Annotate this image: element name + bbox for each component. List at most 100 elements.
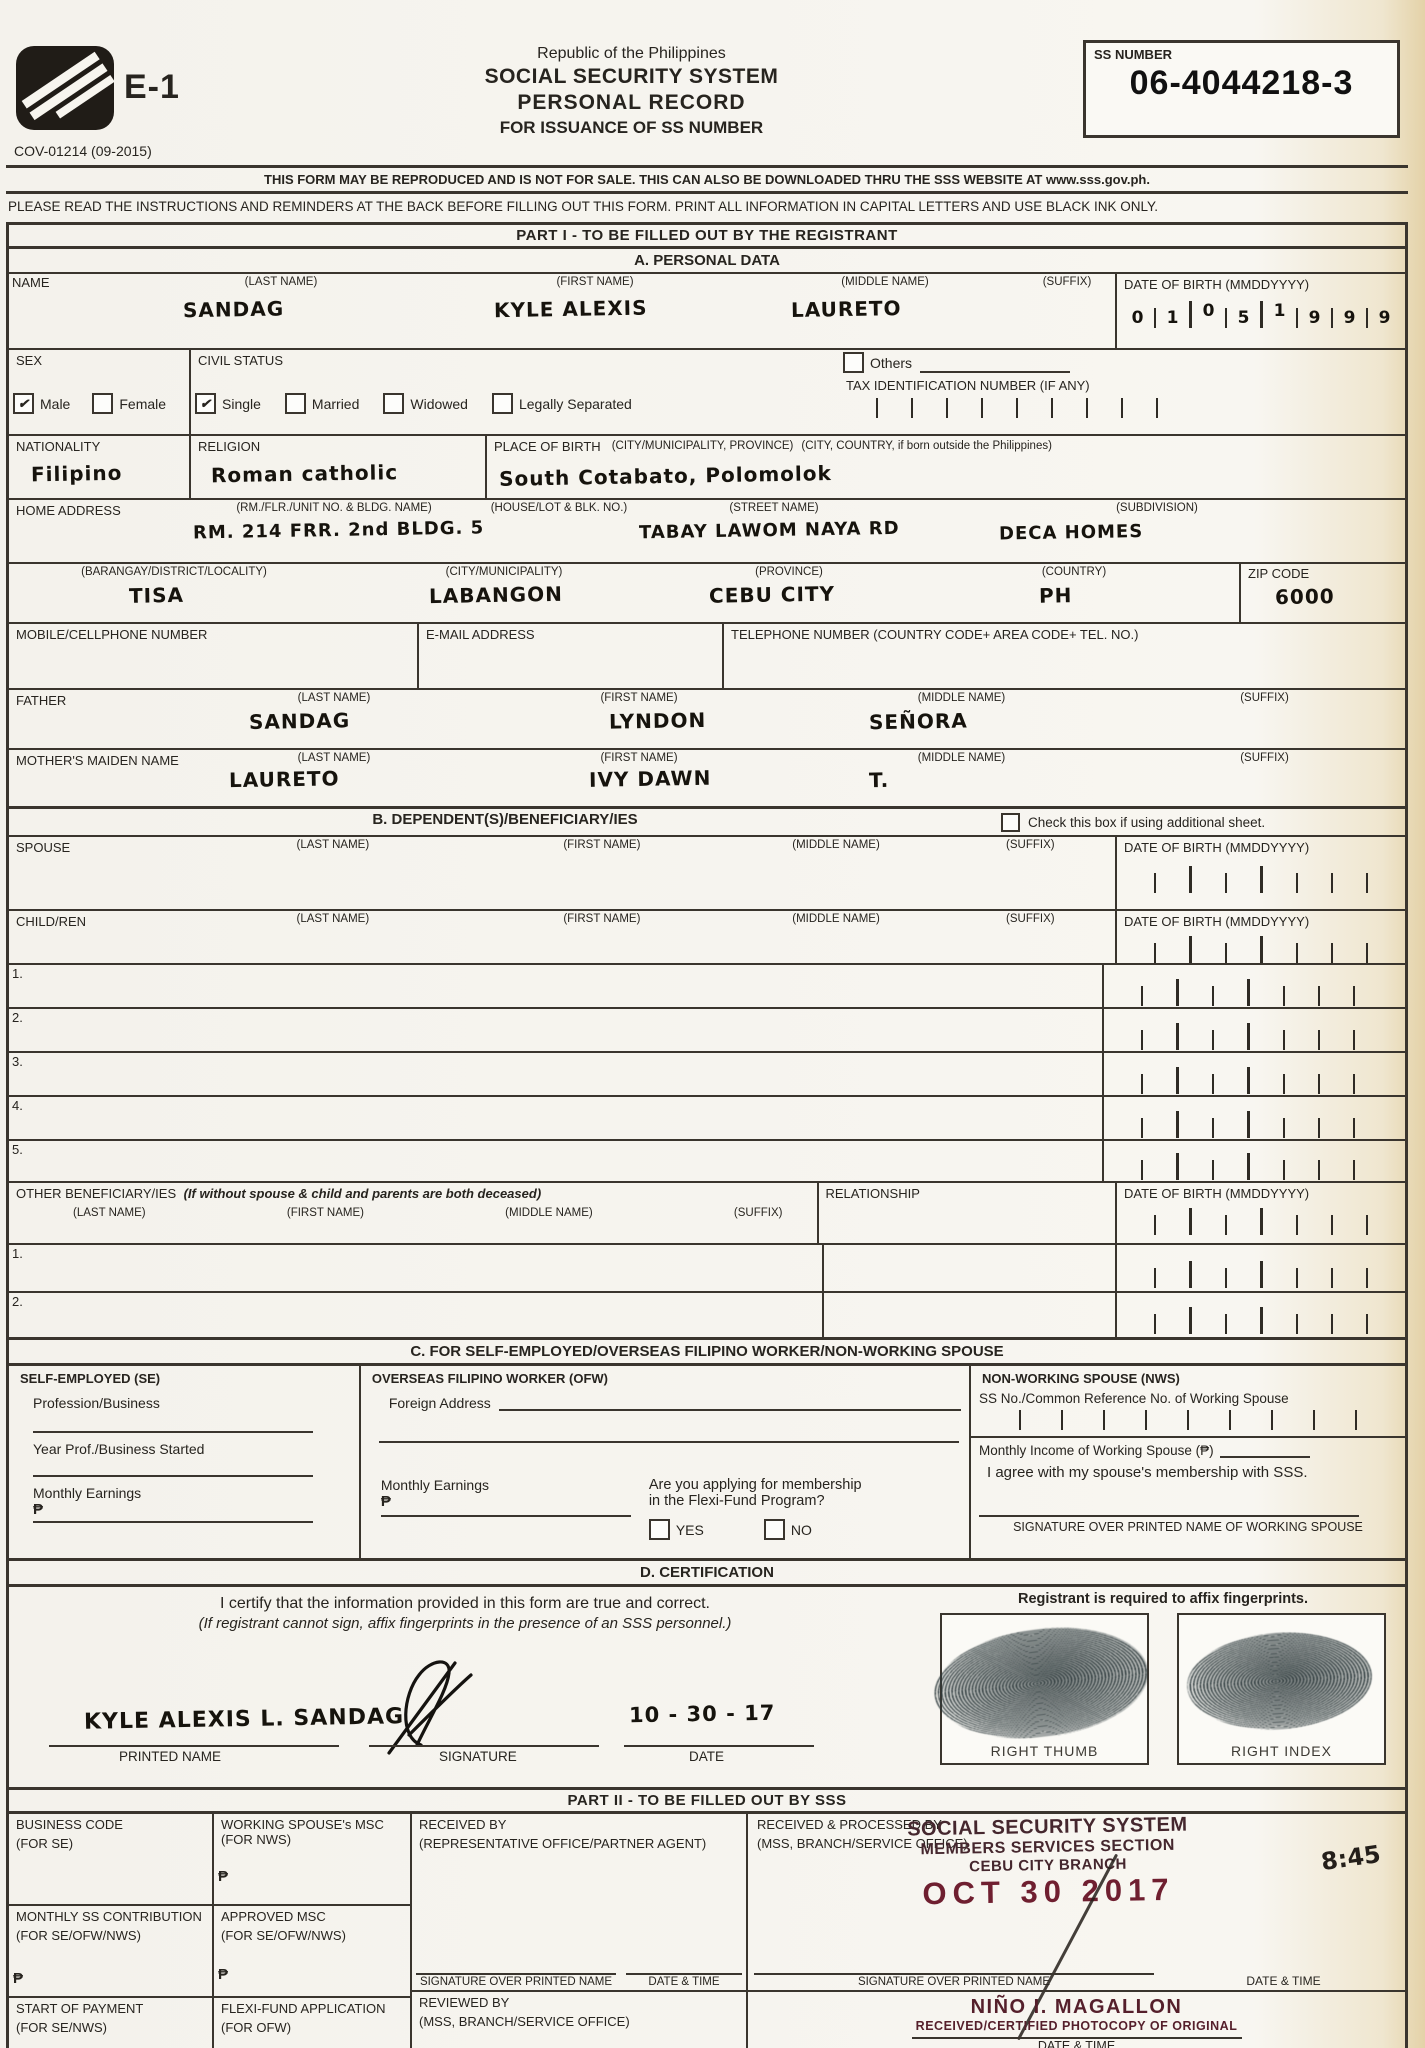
child-row-number: 4.: [12, 1098, 23, 1114]
cov-code: COV-01214 (09-2015): [14, 143, 152, 159]
sss-logo-icon: [14, 40, 118, 141]
se-peso: ₱: [33, 1501, 313, 1524]
ofw-monthly-label: Monthly Earnings: [380, 1477, 489, 1494]
single-checkbox: ✔: [195, 393, 216, 415]
ofw-address-line2: [378, 1439, 959, 1444]
spouse-dob-label: DATE OF BIRTH (MMDDYYYY): [1124, 840, 1310, 856]
ofw-peso: ₱: [380, 1493, 631, 1518]
mother-last-value: LAURETO: [228, 766, 340, 793]
telephone-label: TELEPHONE NUMBER (COUNTRY CODE+ AREA COD…: [731, 627, 1139, 643]
sex-label: SEX: [16, 353, 43, 369]
dob-digit: 9: [1296, 308, 1331, 329]
child-dob-comb: [1108, 1067, 1401, 1095]
right-index-box: RIGHT INDEX: [1177, 1613, 1386, 1766]
other-dob-comb: [1121, 1307, 1401, 1335]
unit-label: (RM./FLR./UNIT NO. & BLDG. NAME): [236, 502, 432, 515]
mother-first-value: IVY DAWN: [588, 765, 712, 793]
mother-last-label: (LAST NAME): [297, 752, 371, 765]
part2-col1: BUSINESS CODE (FOR SE) MONTHLY SS CONTRI…: [9, 1814, 212, 2048]
monthly-contribution-sub: (FOR SE/OFW/NWS): [16, 1928, 141, 1944]
flexi-fund-sub: (FOR OFW): [221, 2020, 292, 2036]
city-label: (CITY/MUNICIPALITY): [445, 566, 563, 579]
other-beneficiary-row: 1.: [9, 1243, 1405, 1292]
received-processed-label: RECEIVED & PROCESSED BY: [757, 1817, 942, 1833]
father-first-value: LYNDON: [608, 708, 707, 734]
se-year-line: [33, 1457, 313, 1478]
civil-status-label: CIVIL STATUS: [198, 353, 283, 369]
spouse-last-label: (LAST NAME): [296, 839, 370, 852]
zip-value: 6000: [1274, 584, 1335, 610]
widowed-label: Widowed: [410, 395, 468, 412]
child-row: 3.: [9, 1051, 1405, 1096]
father-first-label: (FIRST NAME): [600, 692, 678, 705]
start-of-payment-sub: (FOR SE/NWS): [16, 2020, 107, 2036]
rp-signature-line: [754, 1973, 1154, 1976]
child-dob-comb: [1108, 1023, 1401, 1051]
fingerprint-cell: Registrant is required to affix fingerpr…: [921, 1587, 1405, 1787]
father-row: FATHER (LAST NAME) SANDAG (FIRST NAME) L…: [9, 688, 1405, 748]
signature-scribble: [359, 1649, 489, 1759]
officer-stamp-cell: NIÑO I. MAGALLON RECEIVED/CERTIFIED PHOT…: [748, 1990, 1405, 2048]
section-a-title: A. PERSONAL DATA: [634, 252, 780, 270]
approved-msc-peso: ₱: [218, 1966, 229, 1984]
reviewed-by-label: REVIEWED BY: [419, 1995, 510, 2011]
religion-label: RELIGION: [198, 439, 261, 455]
se-profession-line: [33, 1411, 313, 1434]
other-dob-comb: [1121, 1208, 1401, 1236]
approved-msc-label: APPROVED MSC: [221, 1909, 326, 1925]
tin-comb: [843, 398, 1401, 419]
nws-title: NON-WORKING SPOUSE (NWS): [982, 1371, 1180, 1387]
nws-signature-line: [979, 1481, 1359, 1518]
civil-single-option: ✔ Single: [195, 393, 261, 415]
middle-name-value: LAURETO: [790, 296, 902, 323]
start-of-payment-label: START OF PAYMENT: [16, 2001, 144, 2017]
approved-msc-sub: (FOR SE/OFW/NWS): [221, 1928, 346, 1944]
houselot-label: (HOUSE/LOT & BLK. NO.): [490, 502, 628, 515]
other-dob-label: DATE OF BIRTH (MMDDYYYY): [1124, 1186, 1310, 1202]
others-checkbox: [843, 352, 864, 374]
certification-cell: I certify that the information provided …: [9, 1587, 921, 1787]
name-row: NAME (LAST NAME) SANDAG (FIRST NAME) KYL…: [9, 272, 1405, 349]
working-spouse-msc-peso: ₱: [218, 1868, 229, 1886]
email-label: E-MAIL ADDRESS: [426, 627, 535, 643]
married-checkbox: [284, 393, 306, 415]
contact-row: MOBILE/CELLPHONE NUMBER E-MAIL ADDRESS T…: [9, 622, 1405, 689]
first-name-label: (FIRST NAME): [556, 276, 634, 289]
recv-date-line: [626, 1973, 742, 1976]
right-index-label: RIGHT INDEX: [1231, 1743, 1332, 1760]
street-value: TABAY LAWOM NAYA RD: [638, 518, 900, 544]
check-icon: ✔: [18, 395, 29, 411]
republic-line: Republic of the Philippines: [537, 45, 726, 62]
dob-digit: 0: [1131, 308, 1144, 329]
home-address-label: HOME ADDRESS: [16, 503, 121, 519]
pob-sublabel: (CITY/MUNICIPALITY, PROVINCE): [611, 440, 794, 453]
father-suffix-label: (SUFFIX): [1240, 692, 1289, 705]
name-label: NAME: [12, 275, 50, 291]
officer-name-stamp: NIÑO I. MAGALLON: [970, 1996, 1183, 2019]
country-label: (COUNTRY): [1041, 566, 1107, 579]
received-processed-sub: (MSS, BRANCH/SERVICE OFFICE): [757, 1836, 968, 1852]
nws-income-line: [1219, 1442, 1310, 1459]
se-monthly-label: Monthly Earnings: [33, 1485, 142, 1502]
children-last-label: (LAST NAME): [296, 913, 370, 926]
form-header: E-1 COV-01214 (09-2015) Republic of the …: [6, 26, 1408, 163]
mother-suffix-label: (SUFFIX): [1240, 752, 1289, 765]
part2-table: BUSINESS CODE (FOR SE) MONTHLY SS CONTRI…: [9, 1814, 1405, 2048]
part2-col2: WORKING SPOUSE's MSC (FOR NWS) ₱ APPROVE…: [212, 1814, 410, 2048]
nws-ss-comb: [979, 1410, 1397, 1431]
monthly-contribution-peso: ₱: [13, 1970, 24, 1988]
rp-date-label: DATE & TIME: [1246, 1974, 1321, 1989]
nationality-value: Filipino: [30, 460, 123, 487]
mother-middle-value: T.: [868, 768, 890, 793]
section-c-title: C. FOR SELF-EMPLOYED/OVERSEAS FILIPINO W…: [9, 1337, 1405, 1363]
child-row-number: 5.: [12, 1142, 23, 1158]
sex-female-option: Female: [92, 393, 166, 415]
printed-name-line: [49, 1745, 339, 1748]
flexi-no-label: NO: [790, 1521, 812, 1538]
sex-civil-row: SEX ✔ Male Female CIVIL STATUS ✔: [9, 348, 1405, 435]
org-line: SOCIAL SECURITY SYSTEM: [484, 65, 779, 88]
other-row-number: 2.: [12, 1294, 23, 1310]
country-value: PH: [1038, 583, 1073, 608]
pob-label: PLACE OF BIRTH: [494, 439, 601, 455]
dob-digit: 1: [1260, 301, 1296, 329]
